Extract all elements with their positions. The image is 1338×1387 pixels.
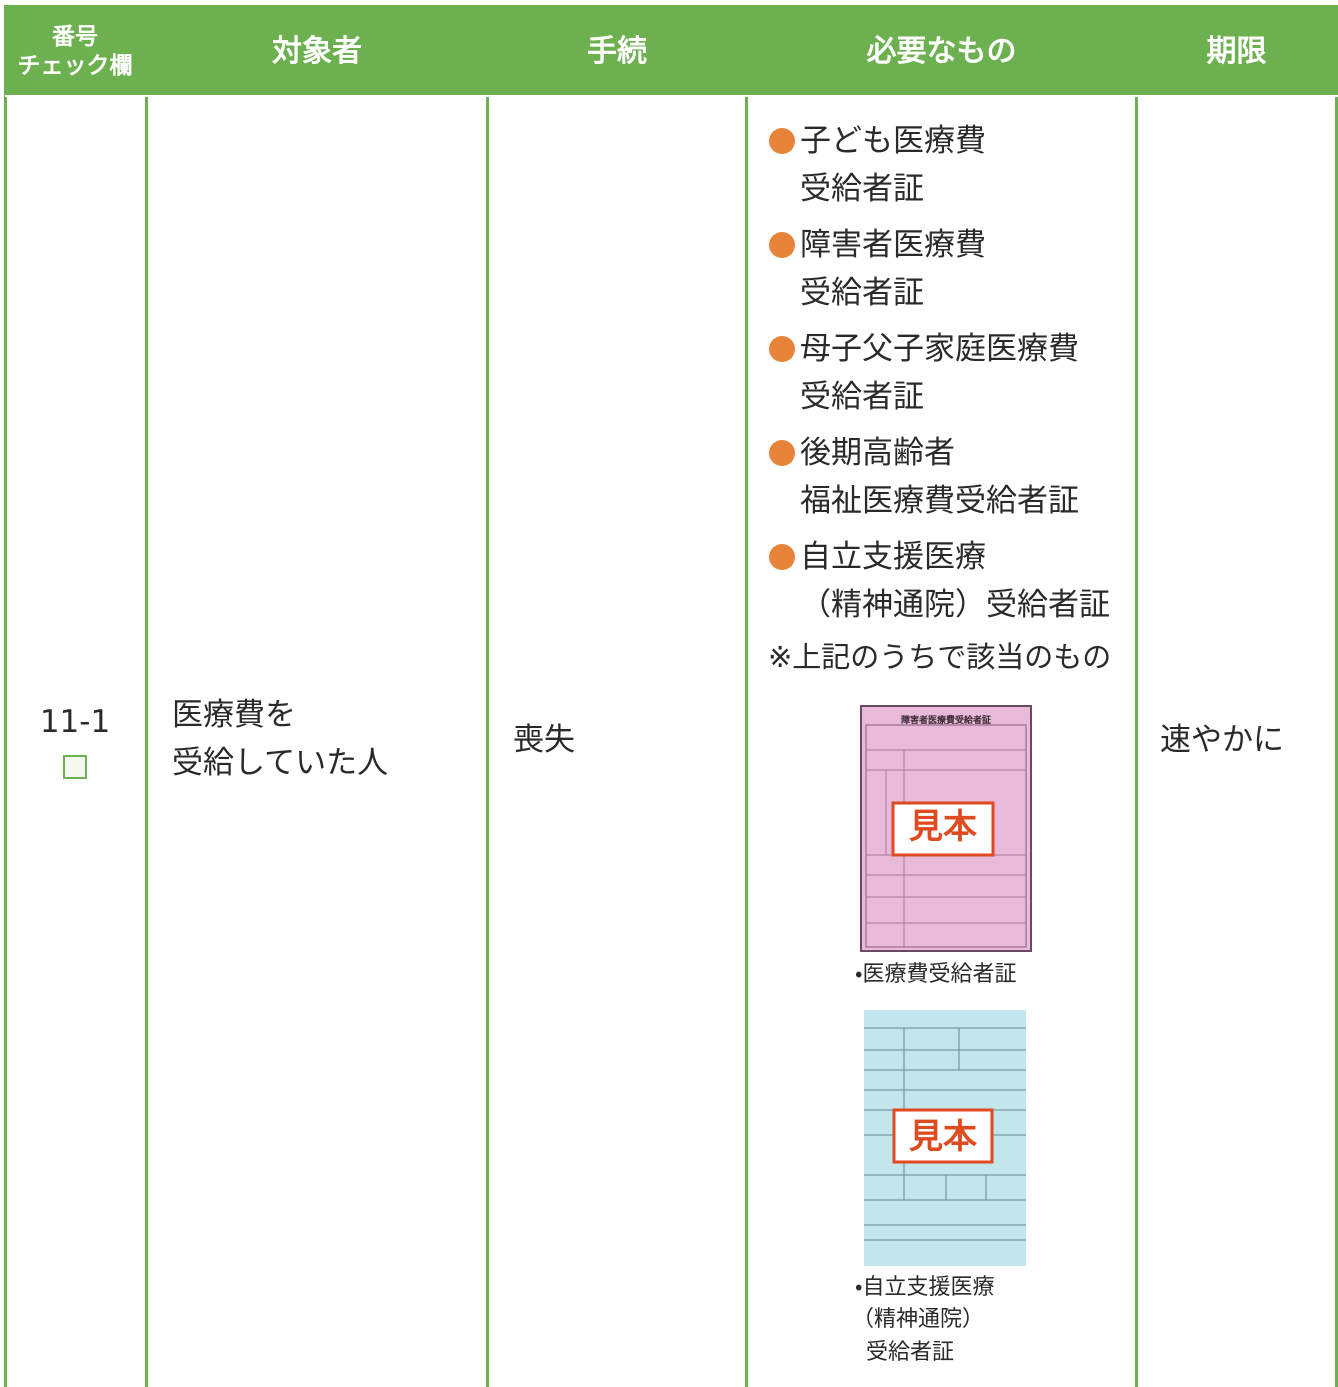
stamp: 見本 <box>909 1117 977 1157</box>
checkbox[interactable] <box>63 755 87 779</box>
item-line: 受給者証 <box>800 171 924 207</box>
bullet <box>769 336 795 362</box>
procedure: 喪失 <box>513 722 575 758</box>
bullet <box>769 544 795 570</box>
item-line: （精神通院）受給者証 <box>800 587 1110 623</box>
column-border <box>145 5 148 1387</box>
column-border <box>1135 5 1138 1387</box>
header-divider <box>5 95 1338 97</box>
column-border <box>486 5 489 1387</box>
header-cell: 番号 <box>52 24 98 50</box>
header-bar <box>5 5 1338 96</box>
item-line: 子ども医療費 <box>800 123 986 159</box>
column-border <box>745 5 748 1387</box>
target-line: 受給していた人 <box>172 745 389 781</box>
header-cell: 必要なもの <box>866 34 1017 69</box>
card-title: 障害者医療費受給者証 <box>900 716 991 726</box>
sample-card <box>864 1010 1026 1266</box>
caption: （精神通院） <box>852 1307 985 1332</box>
header-cell: 対象者 <box>272 34 362 69</box>
item-line: 受給者証 <box>800 275 924 311</box>
column-border <box>4 5 7 1387</box>
caption: ・医療費受給者証 <box>855 962 1017 987</box>
caption: ・自立支援医療 <box>855 1275 995 1300</box>
caption: 受給者証 <box>866 1340 955 1365</box>
item-line: 障害者医療費 <box>800 227 986 263</box>
header-cell: 手続 <box>587 34 647 69</box>
item-line: 自立支援医療 <box>800 539 986 575</box>
item-line: 福祉医療費受給者証 <box>800 483 1079 519</box>
bullet <box>769 128 795 154</box>
row-number: 11-1 <box>39 704 111 740</box>
item-line: 母子父子家庭医療費 <box>800 331 1079 367</box>
stamp: 見本 <box>909 807 977 847</box>
target-line: 医療費を <box>172 697 296 733</box>
bullet <box>769 232 795 258</box>
column-border <box>1335 5 1338 1387</box>
note: ※上記のうちで該当のもの <box>768 640 1112 674</box>
sample-card <box>860 705 1032 952</box>
item-line: 受給者証 <box>800 379 924 415</box>
deadline: 速やかに <box>1160 722 1284 758</box>
item-line: 後期高齢者 <box>800 435 955 471</box>
bullet <box>769 440 795 466</box>
header-cell: 期限 <box>1206 34 1267 69</box>
header-cell: チェック欄 <box>17 53 133 79</box>
